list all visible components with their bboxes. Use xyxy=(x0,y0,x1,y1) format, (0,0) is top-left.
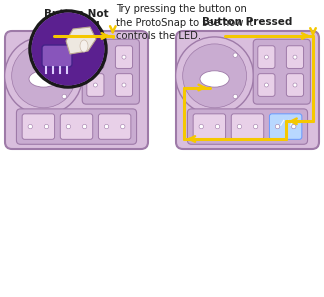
Circle shape xyxy=(5,37,83,115)
Circle shape xyxy=(93,55,98,59)
FancyBboxPatch shape xyxy=(60,114,93,139)
Circle shape xyxy=(62,53,66,57)
Circle shape xyxy=(264,55,268,59)
Circle shape xyxy=(176,37,254,115)
Circle shape xyxy=(30,11,106,87)
FancyBboxPatch shape xyxy=(115,74,133,96)
Circle shape xyxy=(121,124,125,129)
FancyBboxPatch shape xyxy=(5,31,148,149)
FancyBboxPatch shape xyxy=(258,74,275,96)
FancyBboxPatch shape xyxy=(286,46,304,69)
Ellipse shape xyxy=(80,40,88,52)
FancyBboxPatch shape xyxy=(98,114,131,139)
Circle shape xyxy=(12,44,75,108)
Circle shape xyxy=(62,94,66,99)
Circle shape xyxy=(28,124,32,129)
FancyBboxPatch shape xyxy=(87,74,104,96)
Circle shape xyxy=(199,124,203,129)
Circle shape xyxy=(293,55,297,59)
FancyBboxPatch shape xyxy=(231,114,264,139)
FancyBboxPatch shape xyxy=(17,109,136,144)
FancyBboxPatch shape xyxy=(286,74,304,96)
Circle shape xyxy=(104,124,109,129)
Circle shape xyxy=(31,12,105,86)
Circle shape xyxy=(44,124,49,129)
Ellipse shape xyxy=(200,71,229,87)
FancyBboxPatch shape xyxy=(87,46,104,69)
Circle shape xyxy=(233,94,237,99)
Circle shape xyxy=(215,124,220,129)
FancyBboxPatch shape xyxy=(193,114,226,139)
Ellipse shape xyxy=(29,71,58,87)
Polygon shape xyxy=(66,27,96,54)
Circle shape xyxy=(93,83,98,87)
FancyBboxPatch shape xyxy=(22,114,54,139)
FancyBboxPatch shape xyxy=(258,46,275,69)
Circle shape xyxy=(66,124,71,129)
Circle shape xyxy=(233,53,237,57)
Text: Button Not
Pressed: Button Not Pressed xyxy=(44,9,109,31)
Circle shape xyxy=(293,83,297,87)
Circle shape xyxy=(237,124,242,129)
FancyBboxPatch shape xyxy=(188,109,307,144)
Circle shape xyxy=(253,124,258,129)
FancyBboxPatch shape xyxy=(82,39,139,104)
FancyBboxPatch shape xyxy=(176,31,319,149)
Circle shape xyxy=(122,83,126,87)
Circle shape xyxy=(264,83,268,87)
Circle shape xyxy=(275,124,280,129)
Circle shape xyxy=(82,124,87,129)
Circle shape xyxy=(292,124,296,129)
FancyBboxPatch shape xyxy=(253,39,310,104)
FancyBboxPatch shape xyxy=(115,46,133,69)
Circle shape xyxy=(183,44,247,108)
Circle shape xyxy=(122,55,126,59)
Text: Try pressing the button on
the ProtoSnap to see how it
controls the LED.: Try pressing the button on the ProtoSnap… xyxy=(116,4,253,41)
FancyBboxPatch shape xyxy=(270,114,302,139)
Text: Button Pressed: Button Pressed xyxy=(202,17,293,27)
FancyBboxPatch shape xyxy=(42,45,72,67)
